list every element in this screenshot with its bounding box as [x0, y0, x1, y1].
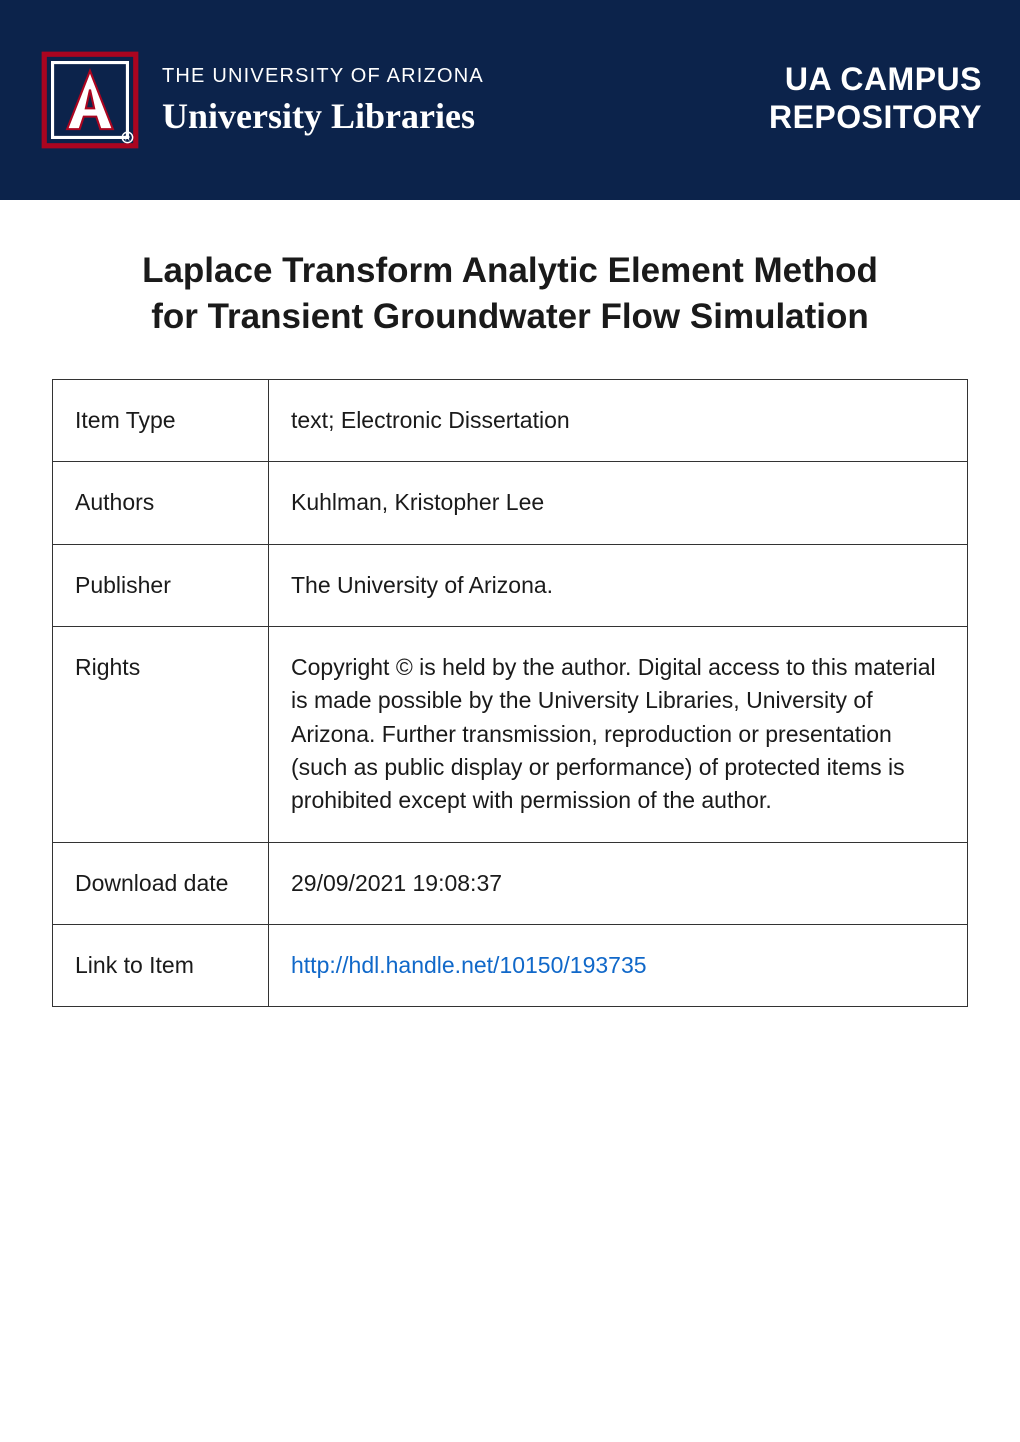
header-subtitle: THE UNIVERSITY OF ARIZONA: [162, 58, 562, 90]
header-title-text: University Libraries: [162, 96, 475, 136]
meta-key-download-date: Download date: [53, 842, 269, 924]
header-left: R THE UNIVERSITY OF ARIZONA University L…: [38, 48, 562, 152]
meta-value-authors: Kuhlman, Kristopher Lee: [269, 462, 968, 544]
title-line-1: Laplace Transform Analytic Element Metho…: [60, 248, 960, 294]
item-link[interactable]: http://hdl.handle.net/10150/193735: [291, 952, 647, 978]
header-bar: R THE UNIVERSITY OF ARIZONA University L…: [0, 0, 1020, 200]
title-line-2: for Transient Groundwater Flow Simulatio…: [60, 294, 960, 340]
table-row: Publisher The University of Arizona.: [53, 544, 968, 626]
meta-key-item-type: Item Type: [53, 380, 269, 462]
meta-key-authors: Authors: [53, 462, 269, 544]
table-row: Authors Kuhlman, Kristopher Lee: [53, 462, 968, 544]
meta-key-publisher: Publisher: [53, 544, 269, 626]
university-logo-icon: R: [38, 48, 142, 152]
metadata-table: Item Type text; Electronic Dissertation …: [52, 379, 968, 1007]
meta-value-publisher: The University of Arizona.: [269, 544, 968, 626]
meta-value-rights: Copyright © is held by the author. Digit…: [269, 627, 968, 843]
page-title: Laplace Transform Analytic Element Metho…: [60, 248, 960, 339]
meta-value-download-date: 29/09/2021 19:08:37: [269, 842, 968, 924]
meta-value-link-cell: http://hdl.handle.net/10150/193735: [269, 925, 968, 1007]
header-right: UA CAMPUS REPOSITORY: [722, 56, 982, 145]
header-title: University Libraries: [162, 92, 562, 143]
table-row: Item Type text; Electronic Dissertation: [53, 380, 968, 462]
table-row: Download date 29/09/2021 19:08:37: [53, 842, 968, 924]
table-row: Link to Item http://hdl.handle.net/10150…: [53, 925, 968, 1007]
repository-line2: REPOSITORY: [769, 99, 982, 135]
svg-text:R: R: [125, 134, 130, 143]
meta-key-rights: Rights: [53, 627, 269, 843]
table-row: Rights Copyright © is held by the author…: [53, 627, 968, 843]
header-subtitle-text: THE UNIVERSITY OF ARIZONA: [162, 65, 484, 87]
meta-value-item-type: text; Electronic Dissertation: [269, 380, 968, 462]
repository-line1: UA CAMPUS: [785, 61, 982, 97]
header-text-block: THE UNIVERSITY OF ARIZONA University Lib…: [162, 58, 562, 143]
meta-key-link: Link to Item: [53, 925, 269, 1007]
